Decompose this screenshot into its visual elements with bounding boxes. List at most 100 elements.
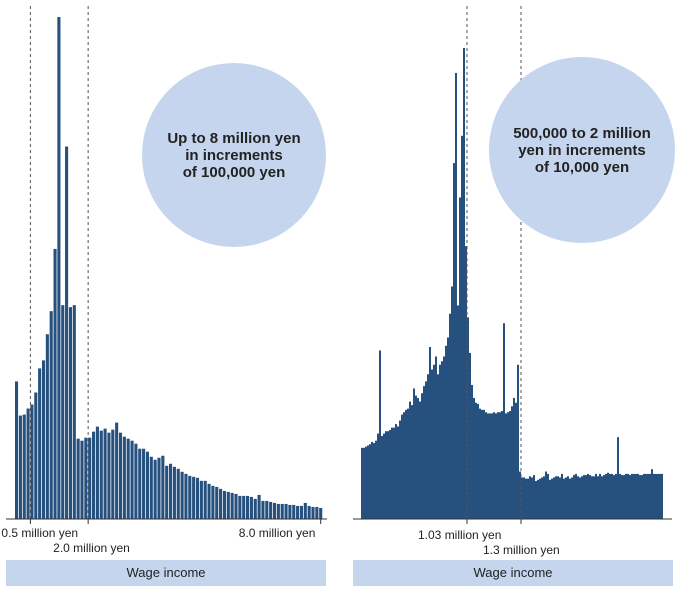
histogram-bar bbox=[57, 17, 61, 519]
histogram-bar bbox=[643, 473, 645, 519]
histogram-bar bbox=[276, 503, 280, 519]
annotation-circle bbox=[489, 57, 675, 243]
histogram-bar bbox=[497, 412, 499, 519]
histogram-bar bbox=[303, 502, 307, 519]
histogram-bar bbox=[269, 501, 273, 519]
histogram-bar bbox=[65, 146, 69, 519]
histogram-bar bbox=[34, 392, 38, 519]
histogram-bar bbox=[138, 448, 142, 519]
histogram-bar bbox=[49, 311, 53, 519]
histogram-bar bbox=[369, 444, 371, 519]
histogram-bar bbox=[495, 413, 497, 519]
histogram-bar bbox=[383, 433, 385, 519]
histogram-bar bbox=[525, 478, 527, 519]
histogram-bar bbox=[95, 426, 99, 519]
histogram-bar bbox=[417, 397, 419, 519]
histogram-bar bbox=[509, 411, 511, 519]
histogram-bar bbox=[645, 473, 647, 519]
histogram-bar bbox=[489, 413, 491, 519]
histogram-bar bbox=[621, 475, 623, 519]
histogram-bar bbox=[226, 491, 230, 519]
histogram-bar bbox=[107, 432, 111, 519]
histogram-bar bbox=[419, 401, 421, 519]
histogram-bar bbox=[601, 476, 603, 519]
histogram-bar bbox=[559, 477, 561, 519]
histogram-bar bbox=[579, 477, 581, 519]
histogram-bar bbox=[531, 477, 533, 519]
histogram-bar bbox=[253, 498, 257, 519]
histogram-bar bbox=[613, 475, 615, 519]
histogram-bar bbox=[238, 495, 242, 519]
histogram-bar bbox=[429, 346, 431, 519]
histogram-bar bbox=[41, 360, 46, 519]
histogram-bar bbox=[375, 440, 377, 519]
histogram-bar bbox=[409, 401, 411, 519]
histogram-bar bbox=[523, 477, 525, 519]
histogram-bar bbox=[373, 443, 375, 519]
histogram-bar bbox=[641, 475, 643, 519]
histogram-bar bbox=[319, 507, 323, 519]
histogram-bar bbox=[597, 476, 599, 519]
histogram-bar bbox=[511, 406, 513, 519]
histogram-bar bbox=[475, 402, 477, 519]
histogram-bar bbox=[603, 475, 605, 519]
histogram-bar bbox=[535, 481, 537, 519]
histogram-bar bbox=[195, 477, 200, 519]
histogram-bar bbox=[153, 459, 157, 519]
histogram-bar bbox=[377, 433, 379, 519]
histogram-bar bbox=[503, 323, 505, 519]
histogram-bar bbox=[257, 494, 261, 519]
annotation-circle bbox=[142, 63, 326, 247]
histogram-bar bbox=[242, 495, 246, 519]
histogram-bar bbox=[479, 408, 481, 519]
histogram-bar bbox=[551, 478, 553, 519]
histogram-bar bbox=[625, 473, 627, 519]
histogram-bar bbox=[533, 475, 535, 519]
histogram-bar bbox=[126, 438, 130, 519]
histogram-bar bbox=[230, 492, 234, 519]
histogram-bar bbox=[585, 475, 587, 519]
histogram-bar bbox=[591, 476, 593, 519]
histogram-bar bbox=[361, 447, 363, 519]
histogram-bar bbox=[659, 473, 661, 519]
histogram-bar bbox=[72, 305, 76, 519]
histogram-bar bbox=[433, 364, 435, 519]
histogram-bar bbox=[461, 135, 463, 520]
histogram-bar bbox=[431, 369, 433, 519]
histogram-bar bbox=[615, 473, 617, 519]
annotation-text-line: in increments bbox=[185, 147, 283, 164]
histogram-bar bbox=[393, 427, 395, 519]
histogram-bar bbox=[435, 356, 437, 519]
histogram-bar bbox=[296, 505, 300, 519]
histogram-bar bbox=[172, 466, 176, 519]
histogram-bar bbox=[272, 502, 277, 519]
right-x-axis-title: Wage income bbox=[353, 560, 673, 586]
histogram-bar bbox=[367, 445, 369, 519]
histogram-bar bbox=[491, 413, 493, 519]
histogram-bar bbox=[439, 364, 441, 519]
histogram-bar bbox=[371, 441, 373, 519]
annotation-text-line: 500,000 to 2 million bbox=[513, 125, 651, 142]
histogram-bar bbox=[547, 473, 549, 519]
histogram-bar bbox=[169, 463, 173, 519]
histogram-bar bbox=[411, 405, 413, 519]
histogram-bar bbox=[557, 476, 559, 519]
histogram-bar bbox=[111, 429, 115, 519]
histogram-bar bbox=[145, 451, 149, 519]
histogram-bar bbox=[505, 413, 507, 519]
histogram-bar bbox=[176, 468, 180, 519]
histogram-bar bbox=[571, 477, 573, 519]
histogram-bar bbox=[483, 409, 485, 519]
histogram-bar bbox=[515, 402, 517, 519]
histogram-bar bbox=[397, 426, 399, 519]
histogram-bar bbox=[405, 409, 407, 519]
histogram-bar bbox=[611, 473, 613, 519]
histogram-bar bbox=[605, 473, 607, 519]
histogram-bar bbox=[307, 505, 311, 519]
histogram-bar bbox=[288, 504, 292, 519]
histogram-bar bbox=[633, 473, 635, 519]
